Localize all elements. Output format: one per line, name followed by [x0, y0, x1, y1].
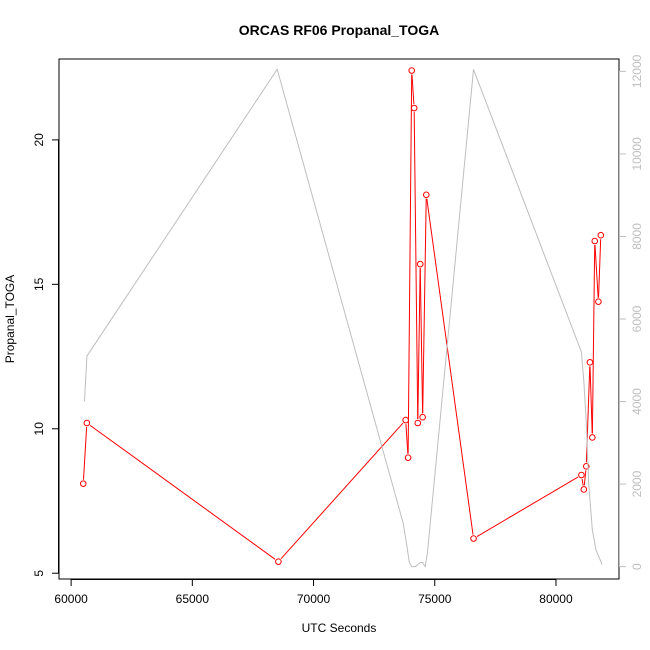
series-line-segment: [589, 366, 593, 434]
y-tick-label: 10: [32, 422, 46, 436]
series-line-segment: [89, 424, 276, 560]
data-point: [589, 434, 596, 441]
x-tick-label: 65000: [176, 592, 210, 606]
y2-tick-label: 10000: [630, 137, 644, 171]
series-line-segment: [407, 74, 413, 454]
chart-title: ORCAS RF06 Propanal_TOGA: [239, 22, 439, 38]
series-line-segment: [417, 268, 421, 420]
data-point: [408, 67, 416, 74]
data-point: [402, 416, 409, 424]
y2-tick-label: 4000: [630, 388, 644, 415]
data-point: [595, 298, 602, 305]
series-line-segment: [476, 476, 579, 537]
series-line-segment: [598, 239, 602, 298]
y-tick-label: 15: [32, 277, 46, 291]
series-line-segment: [405, 424, 409, 454]
data-point: [416, 260, 424, 268]
series-line-segment: [591, 244, 596, 434]
y-tick-label: 20: [32, 133, 46, 147]
y2-tick-label: 0: [630, 563, 644, 570]
data-point: [404, 454, 412, 461]
series-line-segment: [426, 198, 474, 535]
data-point: [414, 419, 422, 427]
data-point: [470, 535, 477, 542]
data-point: [597, 231, 605, 239]
x-tick-label: 60000: [54, 592, 88, 606]
y-tick-label: 5: [32, 570, 46, 577]
series-line-segment: [419, 268, 424, 414]
y2-tick-label: 12000: [630, 54, 644, 88]
series-line-segment: [581, 478, 584, 486]
data-point: [275, 558, 282, 565]
series-line-segment: [583, 470, 587, 486]
series-line-segment: [594, 244, 599, 298]
y2-tick-label: 8000: [630, 223, 644, 250]
x-tick-label: 80000: [539, 592, 573, 606]
series-line-segment: [422, 198, 427, 414]
x-axis-label: UTC Seconds: [302, 621, 377, 635]
x-tick-label: 70000: [297, 592, 331, 606]
x-tick-label: 75000: [418, 592, 452, 606]
data-point: [422, 191, 430, 199]
y2-tick-label: 2000: [630, 470, 644, 497]
series-line-segment: [280, 422, 404, 560]
data-point: [578, 471, 585, 479]
series-line-segment: [411, 74, 415, 105]
y2-tick-label: 6000: [630, 305, 644, 332]
series-line-segment: [82, 426, 88, 480]
y-axis-label: Propanal_TOGA: [3, 275, 17, 364]
secondary-series-line: [84, 68, 603, 569]
data-point: [591, 237, 599, 245]
series-line-segment: [413, 112, 419, 420]
data-point: [586, 359, 594, 366]
data-point: [410, 104, 418, 112]
data-point: [580, 486, 588, 493]
data-point: [83, 419, 91, 427]
data-point: [79, 480, 87, 487]
data-point: [419, 413, 426, 421]
